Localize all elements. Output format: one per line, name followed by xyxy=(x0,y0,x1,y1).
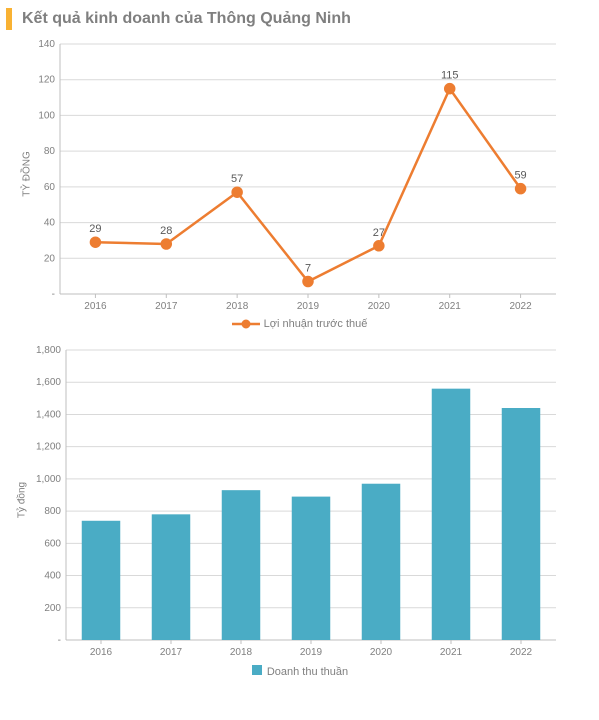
svg-text:80: 80 xyxy=(44,146,56,157)
chart-container: Kết quả kinh doanh của Thông Quảng Ninh … xyxy=(0,0,599,689)
svg-text:2018: 2018 xyxy=(230,647,253,658)
bar-legend-marker xyxy=(251,664,263,679)
svg-text:7: 7 xyxy=(305,263,311,275)
svg-text:2020: 2020 xyxy=(370,647,393,658)
svg-text:120: 120 xyxy=(38,75,55,86)
bar-chart-area: Tỷ đồng - 200 400 600 800 1,000 1,200 1,400 1,60… xyxy=(0,340,599,660)
svg-text:29: 29 xyxy=(89,223,101,235)
line-chart-y-label: TỶ ĐỒNG xyxy=(21,151,32,197)
svg-text:115: 115 xyxy=(441,70,459,82)
svg-text:59: 59 xyxy=(514,170,526,182)
chart-title: Kết quả kinh doanh của Thông Quảng Ninh xyxy=(22,10,351,28)
line-legend-marker xyxy=(232,318,260,330)
svg-text:2017: 2017 xyxy=(160,647,183,658)
svg-text:2022: 2022 xyxy=(509,301,532,312)
svg-text:2022: 2022 xyxy=(510,647,533,658)
svg-text:2019: 2019 xyxy=(297,301,320,312)
svg-text:2021: 2021 xyxy=(439,301,462,312)
svg-text:-: - xyxy=(58,635,61,646)
svg-text:400: 400 xyxy=(44,571,61,582)
svg-text:200: 200 xyxy=(44,603,61,614)
svg-text:2021: 2021 xyxy=(440,647,463,658)
svg-text:600: 600 xyxy=(44,538,61,549)
svg-text:140: 140 xyxy=(38,39,55,50)
svg-text:2020: 2020 xyxy=(368,301,391,312)
svg-text:1,200: 1,200 xyxy=(36,442,61,453)
svg-text:100: 100 xyxy=(38,110,55,121)
svg-text:-: - xyxy=(52,289,55,300)
bar-chart-svg: - 200 400 600 800 1,000 1,200 1,400 1,600 1,800 20… xyxy=(26,340,566,660)
title-accent-bar xyxy=(6,8,12,30)
bar-chart-y-label: Tỷ đồng xyxy=(17,482,28,518)
svg-text:1,000: 1,000 xyxy=(36,474,61,485)
svg-text:2018: 2018 xyxy=(226,301,249,312)
bar-legend-label: Doanh thu thuần xyxy=(267,666,348,678)
svg-text:40: 40 xyxy=(44,218,56,229)
svg-text:1,600: 1,600 xyxy=(36,377,61,388)
line-chart-svg: - 20 40 60 80 100 120 140 2016 2017 2018 2019 2020 20… xyxy=(26,34,566,314)
bar-chart-legend: Doanh thu thuần xyxy=(0,660,599,689)
svg-text:2019: 2019 xyxy=(300,647,323,658)
svg-text:2017: 2017 xyxy=(155,301,178,312)
svg-text:60: 60 xyxy=(44,182,56,193)
svg-text:27: 27 xyxy=(373,227,385,239)
svg-text:1,800: 1,800 xyxy=(36,345,61,356)
svg-text:57: 57 xyxy=(231,173,243,185)
svg-text:2016: 2016 xyxy=(90,647,113,658)
line-chart-legend: Lợi nhuận trước thuế xyxy=(0,314,599,340)
svg-text:28: 28 xyxy=(160,225,172,237)
svg-text:800: 800 xyxy=(44,506,61,517)
svg-text:20: 20 xyxy=(44,253,56,264)
line-chart-area: TỶ ĐỒNG - 20 40 60 80 100 120 140 2016 2017 2018 20… xyxy=(0,34,599,314)
line-legend-label: Lợi nhuận trước thuế xyxy=(264,318,368,330)
svg-text:1,400: 1,400 xyxy=(36,409,61,420)
svg-text:2016: 2016 xyxy=(84,301,107,312)
title-row: Kết quả kinh doanh của Thông Quảng Ninh xyxy=(0,0,599,34)
